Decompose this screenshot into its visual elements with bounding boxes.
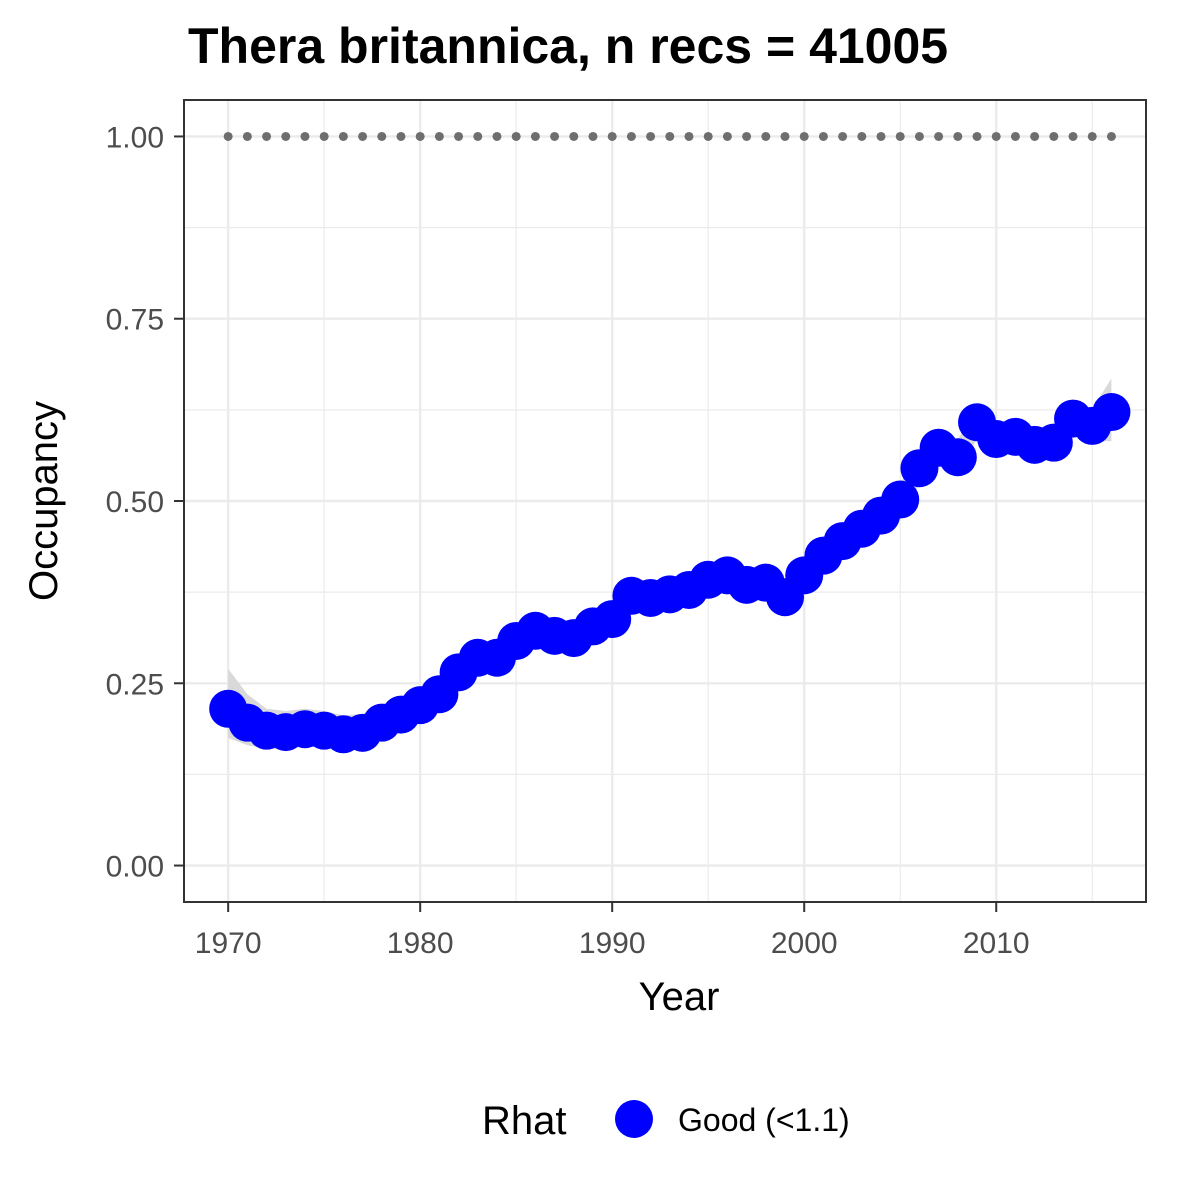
reference-point <box>511 131 521 141</box>
legend-label-good: Good (<1.1) <box>678 1102 850 1138</box>
reference-point <box>991 131 1001 141</box>
reference-point <box>607 131 617 141</box>
reference-point <box>281 131 291 141</box>
x-tick-label: 2000 <box>771 927 838 960</box>
data-point <box>881 480 920 519</box>
reference-point <box>876 131 886 141</box>
reference-point <box>1087 131 1097 141</box>
reference-point <box>761 131 771 141</box>
reference-point <box>492 131 502 141</box>
legend-title: Rhat <box>482 1099 567 1143</box>
reference-point <box>1010 131 1020 141</box>
confidence-ribbon <box>228 378 1112 751</box>
reference-series <box>223 131 1116 141</box>
reference-point <box>953 131 963 141</box>
y-tick-label: 0.00 <box>106 851 164 884</box>
reference-point <box>626 131 636 141</box>
x-tick-label: 2010 <box>963 927 1030 960</box>
reference-point <box>434 131 444 141</box>
reference-point <box>358 131 368 141</box>
y-axis-title: Occupancy <box>22 401 66 601</box>
x-axis: 1970 1980 1990 2000 2010 <box>195 902 1030 960</box>
y-tick-label: 0.50 <box>106 486 164 519</box>
reference-point <box>1049 131 1059 141</box>
reference-point <box>972 131 982 141</box>
reference-point <box>684 131 694 141</box>
x-axis-title: Year <box>639 975 720 1019</box>
reference-point <box>838 131 848 141</box>
reference-point <box>857 131 867 141</box>
data-points <box>209 393 1131 754</box>
reference-point <box>665 131 675 141</box>
reference-point <box>396 131 406 141</box>
confidence-ribbon-layer <box>228 378 1112 751</box>
reference-point <box>742 131 752 141</box>
reference-point <box>319 131 329 141</box>
data-point <box>1092 393 1131 432</box>
reference-point <box>588 131 598 141</box>
x-tick-label: 1990 <box>579 927 646 960</box>
y-tick-label: 0.25 <box>106 668 164 701</box>
reference-point <box>377 131 387 141</box>
reference-point <box>242 131 252 141</box>
reference-point <box>262 131 272 141</box>
reference-point <box>550 131 560 141</box>
y-axis: 0.00 0.25 0.50 0.75 1.00 <box>106 121 184 884</box>
reference-point <box>415 131 425 141</box>
reference-point <box>338 131 348 141</box>
reference-point <box>1030 131 1040 141</box>
reference-point <box>914 131 924 141</box>
reference-point <box>646 131 656 141</box>
reference-point <box>722 131 732 141</box>
reference-point <box>530 131 540 141</box>
grid-lines <box>184 100 1146 902</box>
x-tick-label: 1980 <box>387 927 454 960</box>
reference-point <box>454 131 464 141</box>
reference-point <box>223 131 233 141</box>
y-tick-label: 0.75 <box>106 304 164 337</box>
reference-point <box>818 131 828 141</box>
reference-point <box>1106 131 1116 141</box>
reference-point <box>300 131 310 141</box>
reference-point <box>934 131 944 141</box>
legend: Rhat Good (<1.1) <box>482 1099 850 1143</box>
x-tick-label: 1970 <box>195 927 262 960</box>
chart-title: Thera britannica, n recs = 41005 <box>188 18 948 74</box>
reference-point <box>569 131 579 141</box>
reference-point <box>1068 131 1078 141</box>
reference-point <box>473 131 483 141</box>
legend-key-good <box>615 1100 653 1138</box>
reference-point <box>895 131 905 141</box>
data-point <box>938 438 977 477</box>
y-tick-label: 1.00 <box>106 121 164 154</box>
reference-point <box>780 131 790 141</box>
reference-point <box>703 131 713 141</box>
reference-point <box>799 131 809 141</box>
